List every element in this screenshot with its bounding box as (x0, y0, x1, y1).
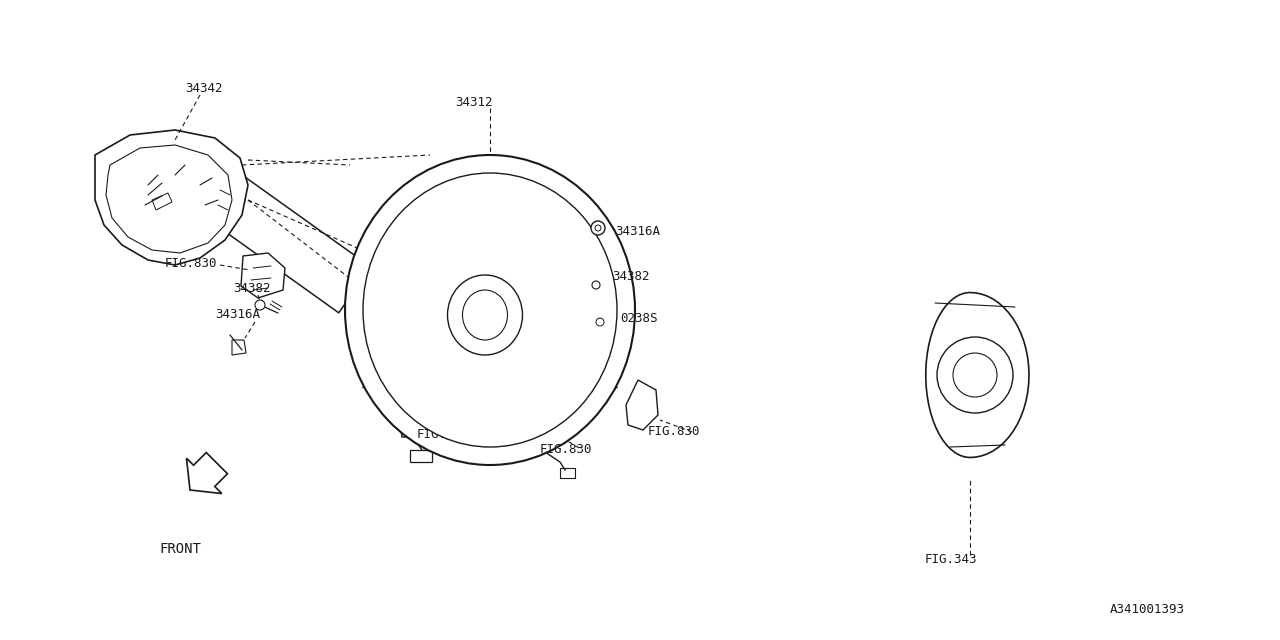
Text: FRONT: FRONT (159, 542, 201, 556)
Polygon shape (517, 400, 553, 440)
Circle shape (954, 353, 997, 397)
Text: 34382: 34382 (612, 270, 649, 283)
Text: 0238S: 0238S (620, 312, 658, 325)
Circle shape (591, 281, 600, 289)
Polygon shape (561, 468, 575, 478)
Ellipse shape (364, 173, 617, 447)
Circle shape (591, 221, 605, 235)
Polygon shape (241, 253, 285, 298)
Text: 34312: 34312 (454, 96, 493, 109)
Text: FIG.830: FIG.830 (648, 425, 700, 438)
Ellipse shape (448, 275, 522, 355)
Polygon shape (626, 380, 658, 430)
Circle shape (937, 337, 1012, 413)
Text: 34382: 34382 (233, 282, 270, 295)
Polygon shape (410, 450, 433, 462)
Ellipse shape (462, 290, 507, 340)
Polygon shape (95, 130, 248, 265)
Text: 34316A: 34316A (614, 225, 660, 238)
Text: FIG.343: FIG.343 (925, 553, 978, 566)
Polygon shape (232, 340, 246, 355)
Polygon shape (398, 393, 442, 437)
Ellipse shape (346, 155, 635, 465)
Text: 34316A: 34316A (215, 308, 260, 321)
Polygon shape (925, 292, 1029, 458)
Circle shape (255, 300, 265, 310)
Text: A341001393: A341001393 (1110, 603, 1185, 616)
Text: 34342: 34342 (186, 82, 223, 95)
Text: FIG.830: FIG.830 (540, 443, 593, 456)
Text: FIG.830: FIG.830 (417, 428, 470, 441)
Text: FIG.830: FIG.830 (165, 257, 218, 270)
Polygon shape (198, 167, 371, 313)
